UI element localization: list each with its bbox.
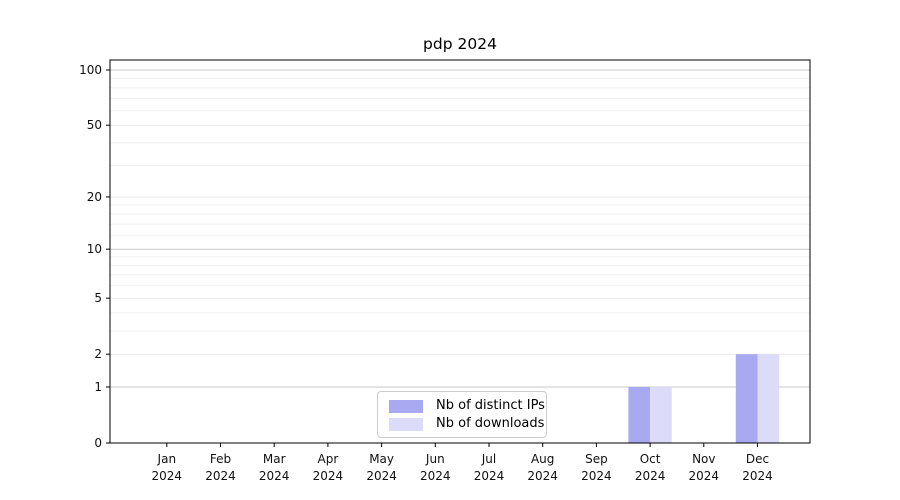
y-tick-label: 10 <box>86 242 102 257</box>
x-tick-label: Apr 2024 <box>312 452 344 483</box>
x-tick-label: Oct 2024 <box>634 452 666 483</box>
y-tick-label: 5 <box>94 291 102 306</box>
x-tick-label: Jan 2024 <box>151 452 183 483</box>
bar <box>650 386 672 443</box>
legend-label-downloads: Nb of downloads <box>436 416 545 431</box>
y-tick-label: 2 <box>94 347 102 362</box>
legend: Nb of distinct IPs Nb of downloads <box>377 391 547 438</box>
legend-swatch-distinct-ips-icon <box>389 399 423 413</box>
legend-item-downloads: Nb of downloads <box>389 417 544 431</box>
x-tick-label: Aug 2024 <box>527 452 558 483</box>
y-tick-label: 0 <box>94 436 102 450</box>
chart-title: pdp 2024 <box>423 35 497 53</box>
bar <box>735 354 758 443</box>
x-tick-label: May 2024 <box>366 452 397 483</box>
legend-label-distinct-ips: Nb of distinct IPs <box>436 398 545 413</box>
x-tick-label: Feb 2024 <box>205 452 236 483</box>
x-tick-label: Dec 2024 <box>742 452 773 483</box>
y-tick-label: 100 <box>79 63 102 77</box>
legend-item-distinct-ips: Nb of distinct IPs <box>389 399 545 413</box>
x-tick-label: Jun 2024 <box>420 452 451 483</box>
plot-border <box>109 59 811 444</box>
legend-swatch-downloads-icon <box>389 417 423 431</box>
y-tick-label: 50 <box>86 118 102 133</box>
bar <box>628 386 651 443</box>
x-tick-label: Mar 2024 <box>258 452 290 483</box>
y-tick-label: 1 <box>94 379 102 394</box>
y-tick-label: 20 <box>86 189 102 204</box>
x-tick-label: Jul 2024 <box>473 452 505 483</box>
x-tick-label: Nov 2024 <box>688 452 720 483</box>
bar <box>757 354 780 443</box>
x-tick-label: Sep 2024 <box>581 452 612 483</box>
